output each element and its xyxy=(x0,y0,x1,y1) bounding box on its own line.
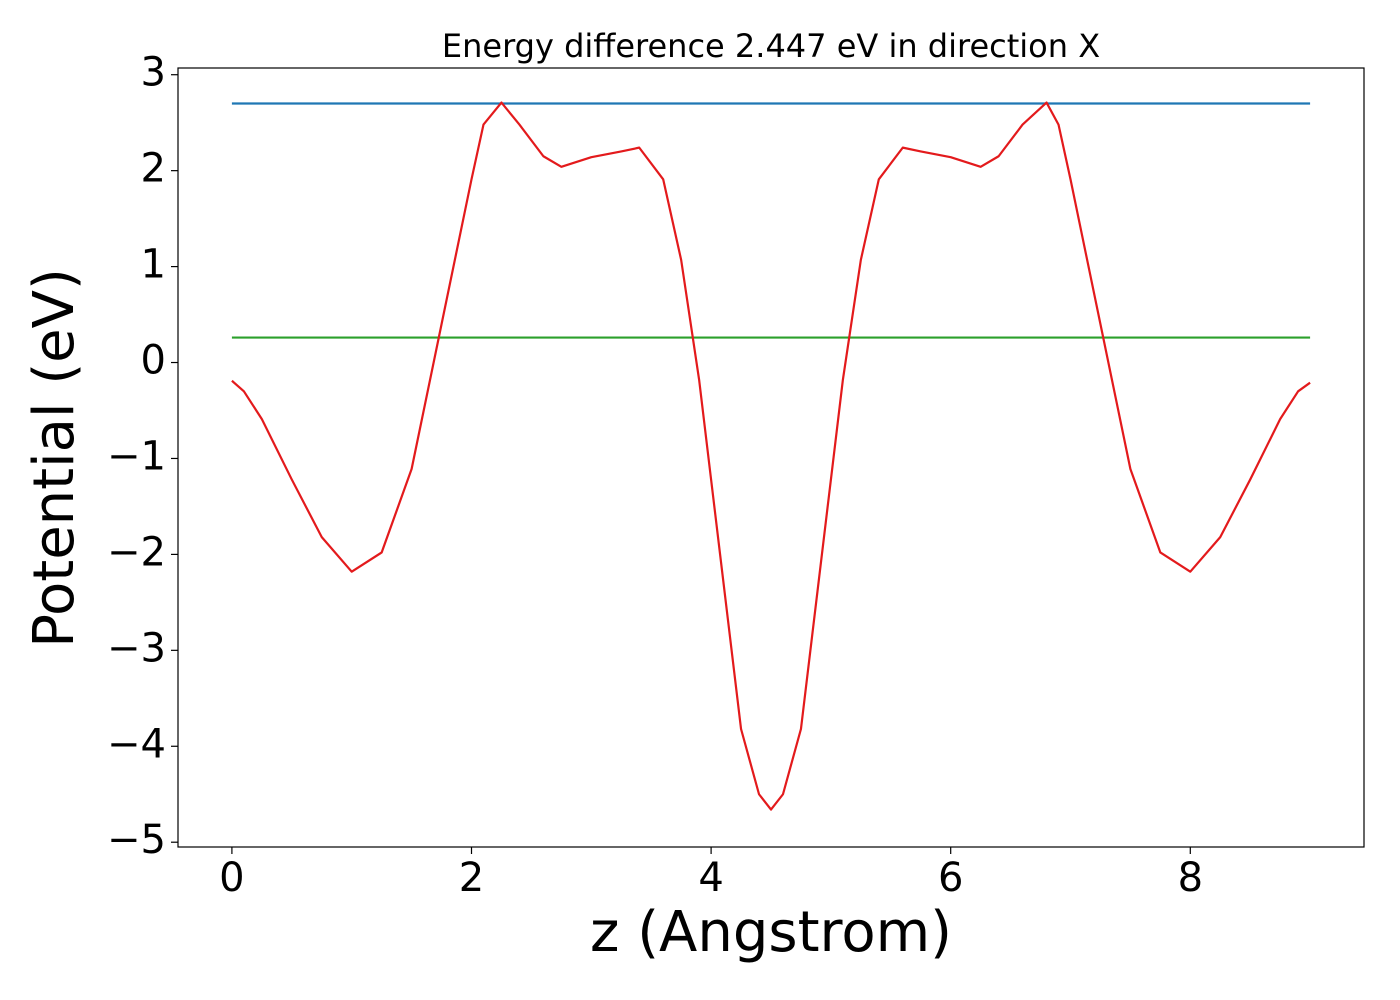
y-tick-label: 1 xyxy=(141,242,166,288)
x-axis-label: z (Angstrom) xyxy=(590,900,952,965)
y-tick-label: −5 xyxy=(107,817,166,863)
y-tick-label: 3 xyxy=(141,50,166,96)
y-tick-label: −3 xyxy=(107,625,166,671)
x-tick-label: 0 xyxy=(219,855,244,901)
y-tick-label: −1 xyxy=(107,433,166,479)
y-tick-label: −4 xyxy=(107,721,166,767)
x-tick-label: 8 xyxy=(1178,855,1203,901)
y-tick-label: −2 xyxy=(107,529,166,575)
chart-title: Energy difference 2.447 eV in direction … xyxy=(442,27,1100,65)
plot-frame xyxy=(177,67,1365,848)
y-axis-label: Potential (eV) xyxy=(22,268,87,648)
y-tick-label: 2 xyxy=(141,146,166,192)
x-tick-label: 4 xyxy=(698,855,723,901)
data-line xyxy=(231,101,1311,811)
x-tick-label: 2 xyxy=(459,855,484,901)
y-tick-label: 0 xyxy=(141,338,166,384)
x-tick-label: 6 xyxy=(938,855,963,901)
